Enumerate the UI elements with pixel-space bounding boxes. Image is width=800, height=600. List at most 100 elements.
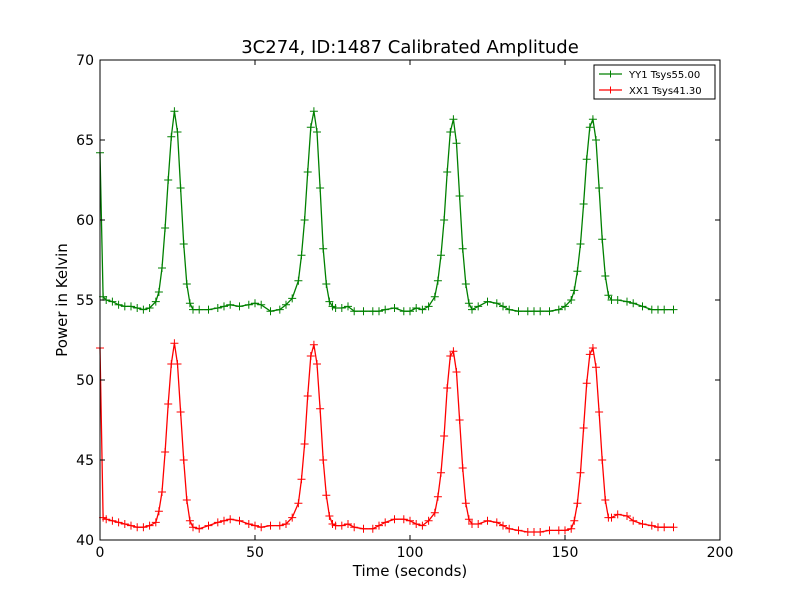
data-point — [185, 299, 194, 308]
data-point — [275, 521, 284, 530]
data-point — [464, 299, 473, 308]
data-point — [505, 524, 514, 533]
data-point — [161, 448, 170, 456]
data-point — [127, 521, 135, 530]
chart-title: 3C274, ID:1487 Calibrated Amplitude — [241, 37, 579, 58]
data-point — [598, 456, 607, 464]
data-point — [430, 292, 439, 301]
data-point — [570, 516, 579, 525]
data-point — [375, 521, 383, 530]
data-point — [251, 521, 259, 530]
data-point — [601, 496, 610, 504]
data-point — [588, 344, 597, 352]
data-point — [576, 468, 585, 477]
data-point — [114, 300, 123, 309]
data-point — [474, 302, 483, 311]
data-point — [350, 523, 359, 532]
data-point — [145, 304, 154, 312]
data-point — [235, 302, 244, 311]
data-point — [226, 300, 235, 309]
data-point — [468, 305, 476, 314]
data-point — [406, 307, 414, 316]
data-point — [443, 384, 452, 392]
data-point — [607, 513, 616, 522]
data-point — [573, 267, 582, 276]
data-point — [440, 432, 449, 440]
data-point — [381, 305, 390, 314]
data-point — [309, 107, 318, 116]
data-point — [613, 510, 622, 519]
data-point — [567, 296, 576, 304]
data-point — [102, 515, 111, 524]
data-point — [173, 128, 182, 136]
data-point — [266, 307, 275, 316]
data-point — [604, 291, 613, 300]
data-point — [499, 302, 507, 311]
data-point — [561, 526, 569, 535]
data-point — [344, 520, 352, 528]
data-point — [492, 299, 501, 308]
data-point — [579, 200, 588, 208]
data-point — [455, 416, 464, 424]
data-point — [461, 499, 470, 508]
data-point — [161, 224, 170, 232]
data-point — [458, 464, 467, 472]
data-point — [406, 516, 414, 525]
x-tick-label: 150 — [552, 545, 579, 561]
y-tick-label: 55 — [76, 293, 94, 309]
data-point — [213, 518, 222, 527]
data-point — [170, 107, 179, 116]
data-point — [381, 518, 390, 527]
data-point — [220, 302, 228, 311]
data-point — [151, 518, 160, 527]
data-point — [176, 184, 185, 192]
x-tick-label: 200 — [707, 545, 734, 561]
data-point — [418, 305, 427, 314]
data-point — [322, 491, 331, 500]
data-point — [638, 302, 647, 311]
data-point — [647, 521, 656, 530]
data-point — [458, 244, 467, 253]
data-point — [220, 516, 228, 525]
data-point — [452, 368, 461, 376]
data-point — [629, 516, 638, 525]
data-point — [300, 216, 309, 224]
data-point — [151, 297, 160, 306]
data-point — [390, 515, 399, 524]
data-point — [167, 132, 176, 141]
data-point — [669, 305, 678, 314]
data-point — [567, 524, 576, 533]
data-point — [316, 404, 325, 413]
data-point — [474, 520, 483, 528]
data-point — [108, 297, 117, 306]
data-point — [158, 264, 166, 272]
data-point — [433, 492, 442, 501]
data-point — [660, 523, 669, 532]
data-point — [437, 468, 445, 477]
data-point — [585, 123, 594, 132]
data-point — [576, 240, 585, 248]
data-point — [579, 424, 588, 432]
data-point — [195, 305, 204, 314]
data-point — [545, 307, 554, 316]
data-point — [350, 307, 359, 316]
data-point — [424, 302, 433, 311]
data-point — [306, 123, 315, 132]
data-point — [585, 350, 594, 359]
y-tick-label: 60 — [76, 213, 94, 229]
data-point — [598, 235, 607, 244]
data-point — [114, 518, 123, 527]
axes: 0 50 100 150 200 40 45 50 55 60 65 70 — [76, 53, 733, 561]
data-point — [536, 307, 545, 316]
data-point — [561, 302, 569, 311]
data-point — [570, 286, 579, 295]
legend-box — [593, 64, 716, 100]
data-point — [204, 521, 213, 530]
data-point — [244, 520, 253, 528]
data-point — [158, 488, 166, 496]
data-point — [306, 352, 315, 360]
data-point — [257, 300, 266, 309]
data-point — [266, 521, 275, 530]
